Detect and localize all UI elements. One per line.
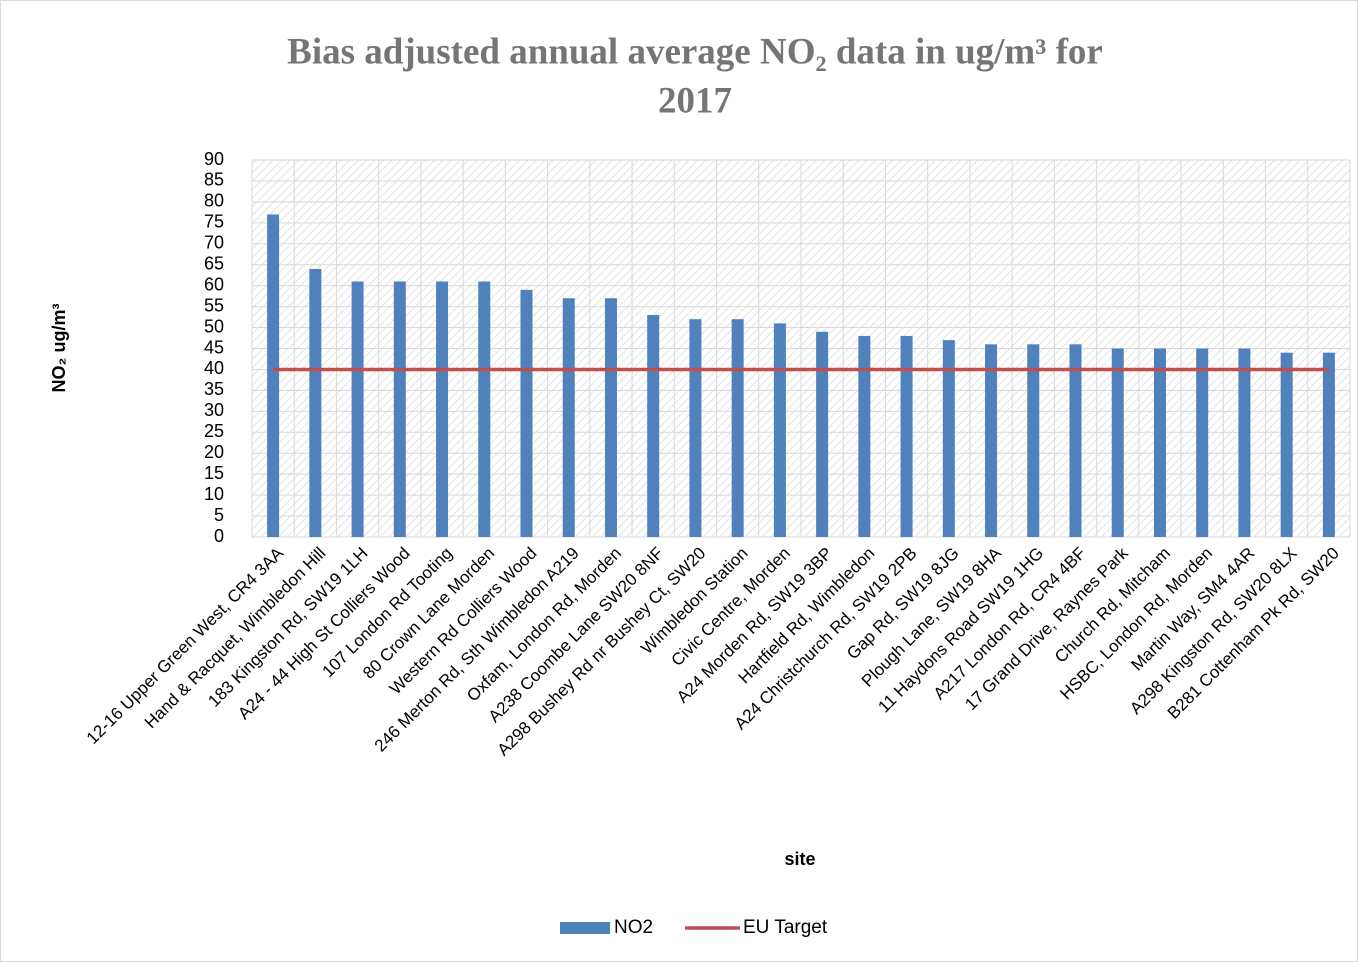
y-tick-label: 45: [204, 337, 224, 357]
bar: [1027, 344, 1040, 537]
y-tick-label: 75: [204, 212, 224, 232]
bar: [478, 281, 491, 537]
bar: [689, 319, 702, 537]
bar: [267, 214, 280, 537]
bar: [1196, 348, 1209, 537]
y-tick-label: 50: [204, 316, 224, 336]
y-tick-label: 35: [204, 379, 224, 399]
y-axis-title: NO₂ ug/m³: [49, 304, 69, 393]
bar: [816, 331, 829, 537]
bar: [1238, 348, 1251, 537]
chart-title: Bias adjusted annual average NO₂ data in…: [287, 31, 1103, 72]
bar: [985, 344, 998, 537]
bar: [309, 268, 322, 537]
bar: [604, 298, 617, 537]
bar: [1069, 344, 1082, 537]
bar: [1153, 348, 1166, 537]
legend-label: EU Target: [743, 917, 828, 938]
y-tick-label: 15: [204, 463, 224, 483]
bar: [393, 281, 406, 537]
y-tick-label: 65: [204, 253, 224, 273]
bar: [436, 281, 449, 537]
y-tick-label: 20: [204, 442, 224, 462]
y-tick-label: 30: [204, 400, 224, 420]
bar: [1280, 352, 1293, 537]
y-tick-label: 0: [214, 526, 224, 546]
y-tick-label: 10: [204, 484, 224, 504]
bar: [858, 335, 871, 537]
x-axis-title: site: [784, 849, 815, 869]
bar: [900, 335, 913, 537]
y-tick-label: 80: [204, 191, 224, 211]
bar: [1322, 352, 1335, 537]
y-tick-label: 40: [204, 358, 224, 378]
y-tick-label: 25: [204, 421, 224, 441]
y-tick-label: 85: [204, 170, 224, 190]
bar: [773, 323, 786, 537]
y-tick-label: 70: [204, 233, 224, 253]
bar: [942, 340, 955, 537]
y-tick-label: 55: [204, 295, 224, 315]
chart-title: 2017: [658, 80, 732, 121]
bar: [520, 289, 533, 537]
y-tick-label: 60: [204, 274, 224, 294]
y-tick-label: 90: [204, 149, 224, 169]
bar: [351, 281, 364, 537]
bar: [731, 319, 744, 537]
bar: [1111, 348, 1124, 537]
bar: [647, 314, 660, 537]
legend-label: NO2: [614, 917, 653, 938]
bar: [562, 298, 575, 537]
y-tick-label: 5: [214, 505, 224, 525]
legend-swatch: [560, 922, 610, 934]
